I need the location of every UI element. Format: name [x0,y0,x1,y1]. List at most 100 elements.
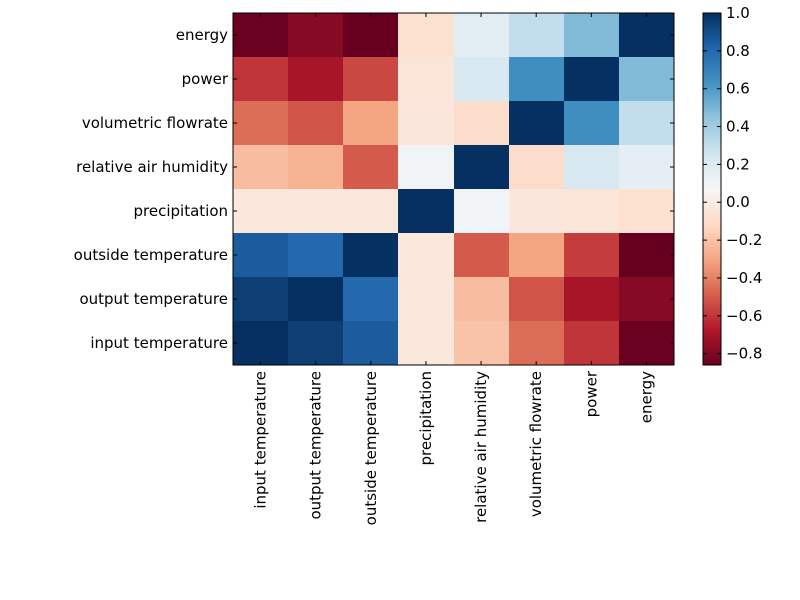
heatmap-cell [619,57,674,101]
heatmap-cell [343,101,398,145]
y-tick-label: volumetric flowrate [82,114,228,132]
heatmap-cell [619,101,674,145]
heatmap-cell [454,13,509,57]
heatmap-cell [343,233,398,277]
heatmap-cell [233,13,288,57]
heatmap-cell [398,145,454,189]
heatmap-cell [233,145,288,189]
colorbar-tick-label: 1.0 [726,4,750,22]
heatmap-cell [619,233,674,277]
plot-frame [232,12,675,366]
x-tick-label: output temperature [307,371,325,520]
heatmap-cell [398,277,454,321]
colorbar-gradient [703,13,721,365]
heatmap-cell [454,57,509,101]
heatmap-cell [454,277,509,321]
heatmap-cell [454,321,509,365]
colorbar-tick-label: −0.4 [726,269,762,287]
heatmap-cell [619,189,674,233]
heatmap-cell [564,233,619,277]
heatmap-cell [509,13,564,57]
heatmap-cell [233,189,288,233]
heatmap-cell [564,321,619,365]
colorbar-tick-label: −0.6 [726,307,762,325]
y-tick-label: outside temperature [74,246,228,264]
heatmap-cell [398,321,454,365]
heatmap-cell [564,277,619,321]
heatmap-cell [509,277,564,321]
heatmap-cell [509,189,564,233]
heatmap-cell [509,101,564,145]
heatmap-cell [233,321,288,365]
colorbar-tick-label: 0.4 [726,118,750,136]
heatmap-cell [398,57,454,101]
x-tick-label: relative air humidity [472,371,490,523]
heatmap-cell [343,189,398,233]
heatmap-cell [398,101,454,145]
colorbar-tick-label: −0.8 [726,345,762,363]
heatmap-cell [564,189,619,233]
heatmap-cell [343,57,398,101]
y-tick-label: power [182,70,229,88]
y-tick-label: energy [176,26,228,44]
heatmap-cell [509,145,564,189]
y-axis: energy power volumetric flowrate relative a… [74,26,674,352]
heatmap-cell [454,233,509,277]
heatmap-cell [288,277,343,321]
colorbar: 1.0 0.8 0.6 0.4 0.2 0.0 −0.2 −0.4 −0.6 −0.8 [702,4,762,366]
colorbar-tick-label: −0.2 [726,231,762,249]
y-tick-label: output temperature [79,290,228,308]
heatmap-cell [454,101,509,145]
heatmap-cell [233,277,288,321]
heatmap-cells [233,13,674,365]
heatmap-cell [509,321,564,365]
y-tick-label: input temperature [90,334,228,352]
heatmap-cell [343,13,398,57]
colorbar-tick-label: 0.6 [726,80,750,98]
y-tick-label: relative air humidity [76,158,228,176]
heatmap-cell [454,145,509,189]
colorbar-tick-label: 0.2 [726,155,750,173]
colorbar-ticks: 1.0 0.8 0.6 0.4 0.2 0.0 −0.2 −0.4 −0.6 −0.8 [703,4,762,363]
x-tick-label: precipitation [417,371,435,466]
heatmap-cell [619,321,674,365]
heatmap-cell [619,145,674,189]
heatmap-cell [343,321,398,365]
heatmap-cell [564,101,619,145]
heatmap-cell [288,57,343,101]
colorbar-tick-label: 0.8 [726,42,750,60]
heatmap-cell [509,57,564,101]
heatmap-cell [564,57,619,101]
heatmap-cell [343,145,398,189]
heatmap-cell [288,13,343,57]
heatmap-cell [233,233,288,277]
heatmap-cell [398,13,454,57]
heatmap-cell [398,233,454,277]
heatmap-cell [288,101,343,145]
heatmap-cell [233,57,288,101]
colorbar-frame [702,12,722,366]
x-tick-label: volumetric flowrate [527,371,545,517]
heatmap-cell [233,101,288,145]
x-tick-label: input temperature [252,371,270,509]
x-axis: input temperature output temperature outsi… [252,13,655,525]
x-tick-label: outside temperature [362,371,380,525]
y-tick-label: precipitation [134,202,229,220]
heatmap-cell [288,189,343,233]
heatmap-cell [288,321,343,365]
heatmap-cell [454,189,509,233]
heatmap-cell [288,233,343,277]
heatmap-cell [343,277,398,321]
x-tick-label: power [582,370,600,417]
heatmap-cell [619,13,674,57]
heatmap-cell [564,13,619,57]
heatmap-cell [398,189,454,233]
colorbar-tick-label: 0.0 [726,193,750,211]
x-tick-label: energy [637,371,655,423]
heatmap-cell [564,145,619,189]
heatmap-cell [288,145,343,189]
heatmap-cell [619,277,674,321]
heatmap-cell [509,233,564,277]
